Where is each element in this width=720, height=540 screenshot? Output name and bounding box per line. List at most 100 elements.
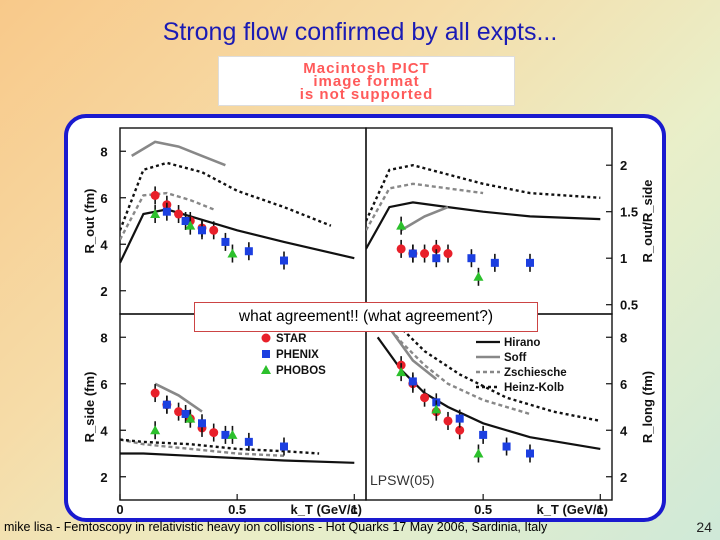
phenix-point (181, 217, 190, 225)
y-tick-label: 4 (100, 237, 108, 252)
legend-star-marker (261, 333, 271, 343)
star-point (420, 393, 430, 403)
phenix-point (432, 254, 441, 263)
phenix-point (181, 409, 190, 418)
x-tick-label: 1 (351, 502, 358, 517)
phenix-point (244, 247, 253, 256)
unsupported-image-placeholder: Macintosh PICT image format is not suppo… (218, 56, 515, 106)
star-point (150, 190, 160, 200)
y-tick-label: 2 (620, 158, 627, 173)
model-curve-heinz-kolb (120, 438, 320, 455)
model-curve-heinz-kolb (366, 163, 601, 222)
x-tick-label: 0.5 (474, 502, 492, 517)
placeholder-line: image format (313, 72, 420, 90)
model-curve-zschiesche (376, 314, 531, 416)
legend-label: STAR (276, 333, 307, 345)
legend-label: Hirano (504, 337, 540, 349)
star-point (174, 209, 184, 219)
phobos-point (473, 271, 484, 281)
phenix-point (408, 377, 417, 386)
star-point (174, 407, 184, 417)
page-number: 24 (696, 519, 712, 535)
phenix-point (221, 430, 230, 439)
star-point (209, 225, 219, 235)
legend-label: Soff (504, 352, 527, 364)
x-tick-label: 1 (597, 502, 604, 517)
star-point (443, 416, 453, 426)
phobos-point (227, 248, 238, 258)
model-curve-soff (400, 205, 449, 232)
legend-label: PHOBOS (276, 365, 326, 377)
placeholder-line: is not supported (299, 85, 434, 103)
phobos-point (150, 209, 161, 219)
y-axis-label: R_out (fm) (82, 189, 97, 254)
x-axis-label: k_T (GeV/c) (290, 502, 362, 517)
star-point (455, 425, 465, 435)
y-tick-label: 1.5 (620, 205, 638, 220)
phobos-point (185, 413, 196, 423)
phobos-point (150, 425, 161, 435)
phenix-point (221, 237, 230, 246)
y-axis-label: R_side (fm) (82, 372, 97, 443)
hbt-radii-figure: 2 4 6 8 R_out (fm) 0.5 1 1.5 2 R_out/R_side 2 4 6 8 R_… (82, 127, 655, 517)
y-tick-label: 2 (100, 470, 107, 485)
source-citation: LPSW(05) (367, 472, 438, 488)
y-tick-label: 8 (620, 330, 627, 345)
x-tick-label: 0 (116, 502, 123, 517)
phenix-point (502, 442, 511, 451)
star-point (420, 249, 430, 259)
y-tick-label: 4 (100, 423, 108, 438)
legend-label: Heinz-Kolb (504, 382, 564, 394)
phobos-point (431, 404, 442, 414)
phenix-point (280, 256, 288, 265)
figure-frame: 2 4 6 8 R_out (fm) 0.5 1 1.5 2 R_out/R_side 2 4 6 8 R_… (64, 114, 666, 522)
y-tick-label: 2 (100, 284, 107, 299)
phobos-point (396, 367, 407, 377)
x-tick-label: 0.5 (228, 502, 246, 517)
star-point (443, 249, 453, 259)
placeholder-line: Macintosh PICT (303, 59, 430, 77)
star-point (150, 388, 160, 398)
phenix-point (479, 430, 488, 439)
phenix-point (198, 419, 206, 428)
panel-frame (119, 127, 367, 315)
model-curve-hirano (376, 336, 601, 450)
phenix-point (198, 226, 206, 235)
model-curve-zschiesche (366, 182, 484, 231)
phobos-point (185, 220, 196, 230)
slide-footer: mike lisa - Femtoscopy in relativistic h… (4, 520, 548, 534)
y-tick-label: 6 (100, 191, 107, 206)
y-tick-label: 8 (100, 330, 107, 345)
legend-label: PHENIX (276, 349, 319, 361)
y-tick-label: 8 (100, 144, 107, 159)
slide-title: Strong flow confirmed by all expts... (162, 18, 558, 46)
star-point (209, 428, 219, 438)
phobos-point (473, 448, 484, 458)
y-tick-label: 6 (620, 377, 627, 392)
model-curve-heinz-kolb (377, 314, 601, 423)
phobos-point (396, 220, 407, 230)
star-point (396, 244, 406, 254)
star-point (431, 244, 441, 254)
legend-phobos-marker (261, 365, 271, 374)
model-curve-zschiesche (120, 438, 285, 457)
y-tick-label: 2 (620, 470, 627, 485)
y-axis-label: R_long (fm) (640, 371, 655, 443)
model-curve-soff (154, 382, 203, 413)
phenix-point (280, 442, 288, 451)
phenix-point (162, 400, 171, 409)
phenix-point (526, 258, 534, 267)
phenix-point (526, 449, 534, 458)
y-tick-label: 6 (100, 377, 107, 392)
phenix-point (467, 254, 476, 263)
agreement-callout: what agreement!! (what agreement?) (194, 302, 538, 332)
y-tick-label: 0.5 (620, 298, 638, 313)
phenix-point (408, 249, 417, 258)
y-tick-label: 1 (620, 251, 627, 266)
x-axis-label: k_T (GeV/c) (536, 502, 608, 517)
legend-phenix-marker (262, 350, 270, 358)
phenix-point (455, 414, 464, 423)
model-curve-zschiesche (120, 191, 215, 241)
model-curve-soff (131, 140, 226, 167)
legend-label: Zschiesche (504, 367, 567, 379)
